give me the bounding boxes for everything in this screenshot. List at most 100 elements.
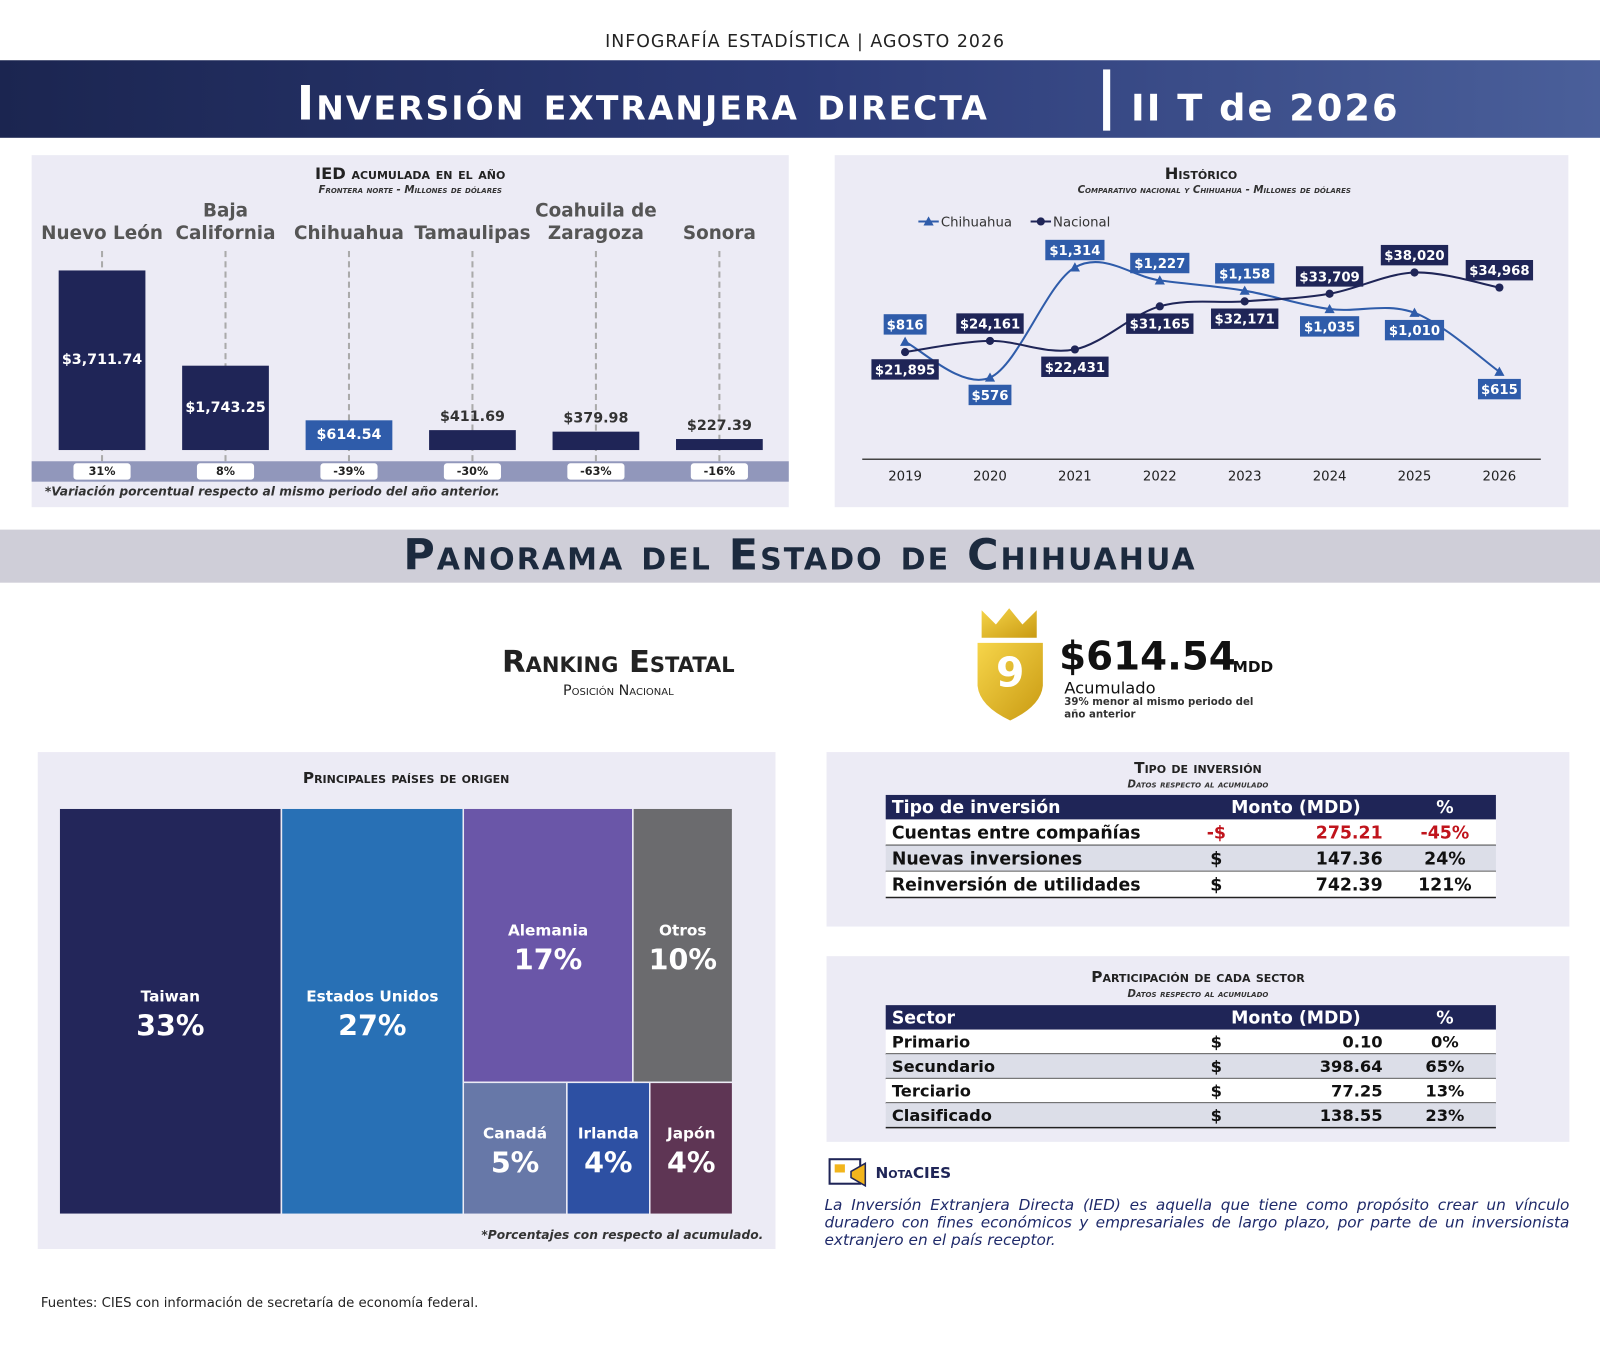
x-tick-label: 2024 bbox=[1313, 470, 1347, 485]
value-label: $1,227 bbox=[1134, 257, 1185, 272]
value-label: $227.39 bbox=[687, 418, 752, 434]
table-cell: $ bbox=[1210, 849, 1222, 869]
value-label-box bbox=[1041, 356, 1109, 377]
value-label: $379.98 bbox=[563, 410, 628, 426]
point bbox=[923, 216, 934, 226]
x-tick-label: 2025 bbox=[1398, 470, 1432, 485]
shield bbox=[977, 642, 1043, 721]
cell-value: 27% bbox=[338, 1009, 406, 1043]
value-label: $411.69 bbox=[440, 409, 505, 425]
variation-box bbox=[443, 463, 502, 480]
note-title: NotaCIES bbox=[876, 1164, 952, 1182]
table-cell: Clasificado bbox=[892, 1106, 992, 1125]
ranking-title: Ranking Estatal bbox=[502, 645, 735, 680]
treemap-cell bbox=[462, 1081, 568, 1216]
note-box: La Inversión Extranjera Directa (IED) es… bbox=[824, 1196, 1570, 1250]
category-label-box: Sonora bbox=[683, 222, 756, 243]
table-title: Participación de cada sector bbox=[1091, 968, 1305, 986]
ranking-note: 39% menor al mismo periodo del año anter… bbox=[1064, 696, 1254, 721]
treemap-cell bbox=[280, 807, 465, 1216]
series-line bbox=[904, 261, 1500, 381]
x-tick-label: 2020 bbox=[973, 470, 1007, 485]
category-label: Chihuahua bbox=[294, 222, 404, 244]
cell-value: 17% bbox=[514, 943, 582, 977]
table-header: % bbox=[1436, 1008, 1453, 1028]
value-label-box bbox=[1465, 260, 1534, 281]
value-label-box bbox=[968, 384, 1012, 406]
value-label-box bbox=[1215, 263, 1275, 284]
value-label-box bbox=[883, 314, 927, 335]
table-cell: 77.25 bbox=[1331, 1081, 1383, 1100]
table-row-bg bbox=[885, 871, 1496, 898]
variation-label: 31% bbox=[89, 465, 116, 478]
value-label: $816 bbox=[887, 318, 924, 333]
bar bbox=[305, 420, 393, 451]
point bbox=[1239, 285, 1250, 295]
value-label: $576 bbox=[972, 389, 1009, 404]
chart-subtitle: Frontera norte - Millones de dólares bbox=[318, 185, 501, 196]
kicker: INFOGRAFÍA ESTADÍSTICA | AGOSTO 2026 bbox=[605, 30, 1005, 52]
point bbox=[1324, 303, 1335, 314]
table-header: Monto (MDD) bbox=[1231, 1008, 1361, 1028]
divider bbox=[1103, 69, 1111, 131]
table-row-bg bbox=[885, 1054, 1496, 1079]
chart-title: IED acumulada en el año bbox=[315, 164, 505, 183]
cell-label: Japón bbox=[666, 1125, 715, 1143]
cell-label: Alemania bbox=[508, 921, 588, 939]
value-label-box bbox=[1126, 313, 1194, 334]
ranking-subtitle: Posición Nacional bbox=[563, 683, 674, 699]
table-cell: 24% bbox=[1424, 849, 1465, 869]
section-title: Panorama del Estado de Chihuahua bbox=[403, 531, 1196, 581]
cell-label: Irlanda bbox=[578, 1125, 639, 1143]
value-label: $3,711.74 bbox=[62, 352, 142, 368]
x-tick-label: 2022 bbox=[1143, 470, 1177, 485]
panel bbox=[31, 155, 789, 508]
value-label: $38,020 bbox=[1384, 249, 1444, 264]
table-header: % bbox=[1436, 798, 1453, 818]
value-label-box bbox=[871, 359, 939, 380]
table-cell: 275.21 bbox=[1316, 823, 1383, 843]
value-label: $614.54 bbox=[316, 427, 381, 443]
table-row-bg bbox=[885, 1103, 1496, 1128]
table-cell: $ bbox=[1211, 1081, 1222, 1100]
table-row-bg bbox=[885, 845, 1496, 872]
variation-box bbox=[690, 463, 748, 480]
value-label: $34,968 bbox=[1469, 264, 1529, 279]
variation-label: -16% bbox=[704, 465, 736, 478]
treemap-cell bbox=[632, 807, 734, 1084]
treemap-cell bbox=[566, 1081, 651, 1216]
bar bbox=[182, 365, 269, 451]
chart-note: *Porcentajes con respecto al acumulado. bbox=[481, 1228, 763, 1242]
banner bbox=[0, 60, 1600, 138]
variation-box bbox=[567, 463, 625, 480]
x-tick-label: 2023 bbox=[1228, 470, 1262, 485]
footer: Fuentes: CIES con información de secreta… bbox=[41, 1295, 478, 1311]
table-row-bg bbox=[885, 1029, 1496, 1055]
point bbox=[1409, 307, 1420, 317]
table-cell: Nuevas inversiones bbox=[892, 849, 1082, 869]
legend-label: Nacional bbox=[1053, 215, 1110, 230]
note-text: La Inversión Extranjera Directa (IED) es… bbox=[824, 1196, 1570, 1250]
value-label-box bbox=[1295, 266, 1364, 287]
point bbox=[900, 336, 911, 346]
cell-value: 4% bbox=[667, 1146, 716, 1180]
value-label: $24,161 bbox=[960, 318, 1020, 333]
variation-box bbox=[196, 463, 255, 480]
table-cell: 0% bbox=[1431, 1032, 1459, 1051]
table-cell: 398.64 bbox=[1320, 1057, 1383, 1076]
point bbox=[1069, 262, 1080, 272]
point bbox=[1070, 345, 1079, 354]
table-cell: 0.10 bbox=[1342, 1032, 1382, 1051]
table-row-bg bbox=[885, 1078, 1496, 1104]
value-label-box bbox=[1211, 308, 1279, 329]
x-tick-label: 2019 bbox=[888, 470, 922, 485]
table-cell: $ bbox=[1211, 1057, 1222, 1076]
variation-box bbox=[73, 463, 131, 480]
table-title: Tipo de inversión bbox=[1134, 759, 1262, 777]
category-label: Baja California bbox=[175, 200, 276, 244]
point bbox=[1410, 268, 1419, 277]
category-label-box: Coahuila de Zaragoza bbox=[535, 200, 657, 244]
chart-note: *Variación porcentual respecto al mismo … bbox=[45, 484, 500, 498]
table-subtitle: Datos respecto al acumulado bbox=[1128, 989, 1269, 1000]
